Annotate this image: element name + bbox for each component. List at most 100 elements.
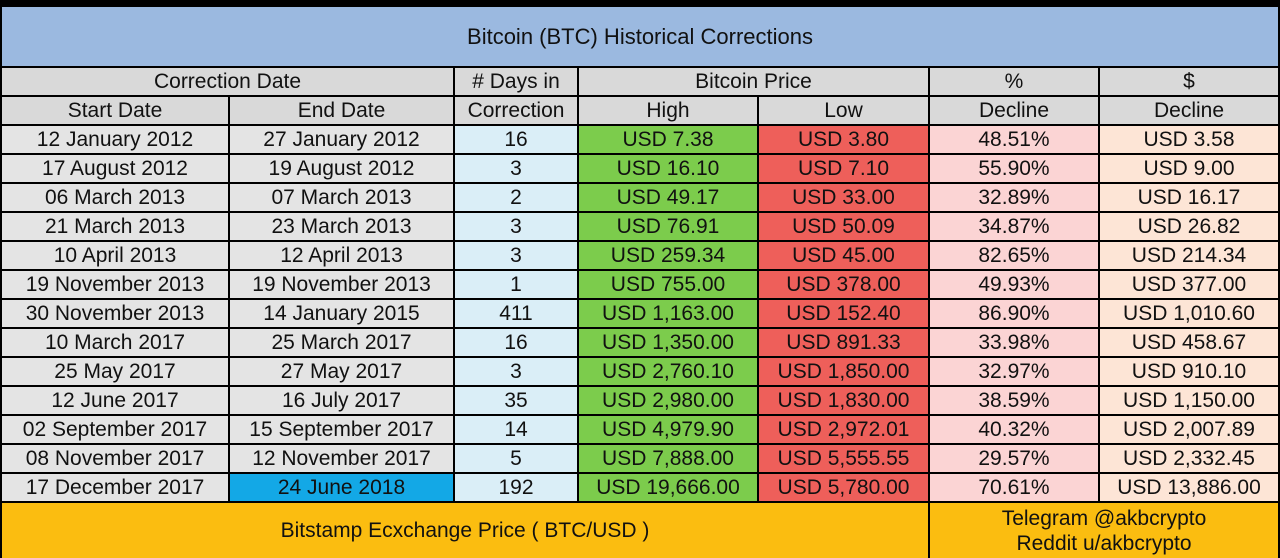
footer-source: Bitstamp Ecxchange Price ( BTC/USD ) bbox=[2, 503, 928, 558]
high-price-cell: USD 7.38 bbox=[579, 126, 757, 153]
high-price-cell: USD 16.10 bbox=[579, 155, 757, 182]
end-date-cell: 27 May 2017 bbox=[230, 358, 453, 385]
header-decline-usd: Decline bbox=[1100, 97, 1278, 124]
high-price-cell: USD 4,979.90 bbox=[579, 416, 757, 443]
days-cell: 16 bbox=[455, 329, 577, 356]
header-percent: % bbox=[930, 68, 1098, 95]
telegram-handle: Telegram @akbcrypto bbox=[1001, 506, 1207, 530]
low-price-cell: USD 1,850.00 bbox=[759, 358, 928, 385]
decline-usd-cell: USD 26.82 bbox=[1100, 213, 1278, 240]
decline-usd-cell: USD 377.00 bbox=[1100, 271, 1278, 298]
footer-credits: Telegram @akbcrypto Reddit u/akbcrypto bbox=[930, 503, 1278, 558]
header-end-date: End Date bbox=[230, 97, 453, 124]
start-date-cell: 21 March 2013 bbox=[2, 213, 228, 240]
end-date-cell: 23 March 2013 bbox=[230, 213, 453, 240]
start-date-cell: 30 November 2013 bbox=[2, 300, 228, 327]
days-cell: 3 bbox=[455, 155, 577, 182]
table-title: Bitcoin (BTC) Historical Corrections bbox=[2, 7, 1278, 66]
start-date-cell: 12 January 2012 bbox=[2, 126, 228, 153]
high-price-cell: USD 1,350.00 bbox=[579, 329, 757, 356]
days-cell: 3 bbox=[455, 242, 577, 269]
start-date-cell: 17 August 2012 bbox=[2, 155, 228, 182]
decline-usd-cell: USD 214.34 bbox=[1100, 242, 1278, 269]
end-date-cell: 25 March 2017 bbox=[230, 329, 453, 356]
reddit-handle: Reddit u/akbcrypto bbox=[1016, 531, 1192, 555]
low-price-cell: USD 50.09 bbox=[759, 213, 928, 240]
days-cell: 16 bbox=[455, 126, 577, 153]
end-date-cell: 14 January 2015 bbox=[230, 300, 453, 327]
start-date-cell: 10 March 2017 bbox=[2, 329, 228, 356]
header-correction-date: Correction Date bbox=[2, 68, 453, 95]
decline-pct-cell: 29.57% bbox=[930, 445, 1098, 472]
low-price-cell: USD 3.80 bbox=[759, 126, 928, 153]
header-dollar: $ bbox=[1100, 68, 1278, 95]
high-price-cell: USD 755.00 bbox=[579, 271, 757, 298]
end-date-cell: 12 November 2017 bbox=[230, 445, 453, 472]
low-price-cell: USD 5,780.00 bbox=[759, 474, 928, 501]
start-date-cell: 19 November 2013 bbox=[2, 271, 228, 298]
decline-pct-cell: 34.87% bbox=[930, 213, 1098, 240]
decline-pct-cell: 33.98% bbox=[930, 329, 1098, 356]
low-price-cell: USD 891.33 bbox=[759, 329, 928, 356]
end-date-cell: 15 September 2017 bbox=[230, 416, 453, 443]
low-price-cell: USD 5,555.55 bbox=[759, 445, 928, 472]
low-price-cell: USD 1,830.00 bbox=[759, 387, 928, 414]
days-cell: 14 bbox=[455, 416, 577, 443]
high-price-cell: USD 7,888.00 bbox=[579, 445, 757, 472]
decline-pct-cell: 70.61% bbox=[930, 474, 1098, 501]
decline-usd-cell: USD 1,150.00 bbox=[1100, 387, 1278, 414]
header-start-date: Start Date bbox=[2, 97, 228, 124]
header-days-in: # Days in bbox=[455, 68, 577, 95]
decline-usd-cell: USD 910.10 bbox=[1100, 358, 1278, 385]
decline-usd-cell: USD 16.17 bbox=[1100, 184, 1278, 211]
header-low: Low bbox=[759, 97, 928, 124]
start-date-cell: 10 April 2013 bbox=[2, 242, 228, 269]
decline-pct-cell: 82.65% bbox=[930, 242, 1098, 269]
end-date-cell: 27 January 2012 bbox=[230, 126, 453, 153]
days-cell: 3 bbox=[455, 213, 577, 240]
start-date-cell: 08 November 2017 bbox=[2, 445, 228, 472]
days-cell: 2 bbox=[455, 184, 577, 211]
high-price-cell: USD 2,980.00 bbox=[579, 387, 757, 414]
decline-pct-cell: 49.93% bbox=[930, 271, 1098, 298]
high-price-cell: USD 2,760.10 bbox=[579, 358, 757, 385]
high-price-cell: USD 49.17 bbox=[579, 184, 757, 211]
header-bitcoin-price: Bitcoin Price bbox=[579, 68, 928, 95]
start-date-cell: 12 June 2017 bbox=[2, 387, 228, 414]
low-price-cell: USD 152.40 bbox=[759, 300, 928, 327]
end-date-cell: 24 June 2018 bbox=[230, 474, 453, 501]
low-price-cell: USD 2,972.01 bbox=[759, 416, 928, 443]
low-price-cell: USD 7.10 bbox=[759, 155, 928, 182]
decline-usd-cell: USD 458.67 bbox=[1100, 329, 1278, 356]
start-date-cell: 25 May 2017 bbox=[2, 358, 228, 385]
decline-pct-cell: 48.51% bbox=[930, 126, 1098, 153]
high-price-cell: USD 1,163.00 bbox=[579, 300, 757, 327]
days-cell: 35 bbox=[455, 387, 577, 414]
days-cell: 3 bbox=[455, 358, 577, 385]
decline-usd-cell: USD 2,332.45 bbox=[1100, 445, 1278, 472]
header-correction: Correction bbox=[455, 97, 577, 124]
days-cell: 5 bbox=[455, 445, 577, 472]
high-price-cell: USD 19,666.00 bbox=[579, 474, 757, 501]
end-date-cell: 07 March 2013 bbox=[230, 184, 453, 211]
high-price-cell: USD 259.34 bbox=[579, 242, 757, 269]
low-price-cell: USD 45.00 bbox=[759, 242, 928, 269]
end-date-cell: 19 August 2012 bbox=[230, 155, 453, 182]
days-cell: 1 bbox=[455, 271, 577, 298]
decline-pct-cell: 55.90% bbox=[930, 155, 1098, 182]
end-date-cell: 12 April 2013 bbox=[230, 242, 453, 269]
end-date-cell: 16 July 2017 bbox=[230, 387, 453, 414]
decline-usd-cell: USD 9.00 bbox=[1100, 155, 1278, 182]
decline-pct-cell: 40.32% bbox=[930, 416, 1098, 443]
high-price-cell: USD 76.91 bbox=[579, 213, 757, 240]
start-date-cell: 17 December 2017 bbox=[2, 474, 228, 501]
low-price-cell: USD 378.00 bbox=[759, 271, 928, 298]
decline-pct-cell: 32.97% bbox=[930, 358, 1098, 385]
header-high: High bbox=[579, 97, 757, 124]
decline-pct-cell: 38.59% bbox=[930, 387, 1098, 414]
decline-pct-cell: 86.90% bbox=[930, 300, 1098, 327]
days-cell: 192 bbox=[455, 474, 577, 501]
start-date-cell: 06 March 2013 bbox=[2, 184, 228, 211]
decline-usd-cell: USD 1,010.60 bbox=[1100, 300, 1278, 327]
header-decline-pct: Decline bbox=[930, 97, 1098, 124]
